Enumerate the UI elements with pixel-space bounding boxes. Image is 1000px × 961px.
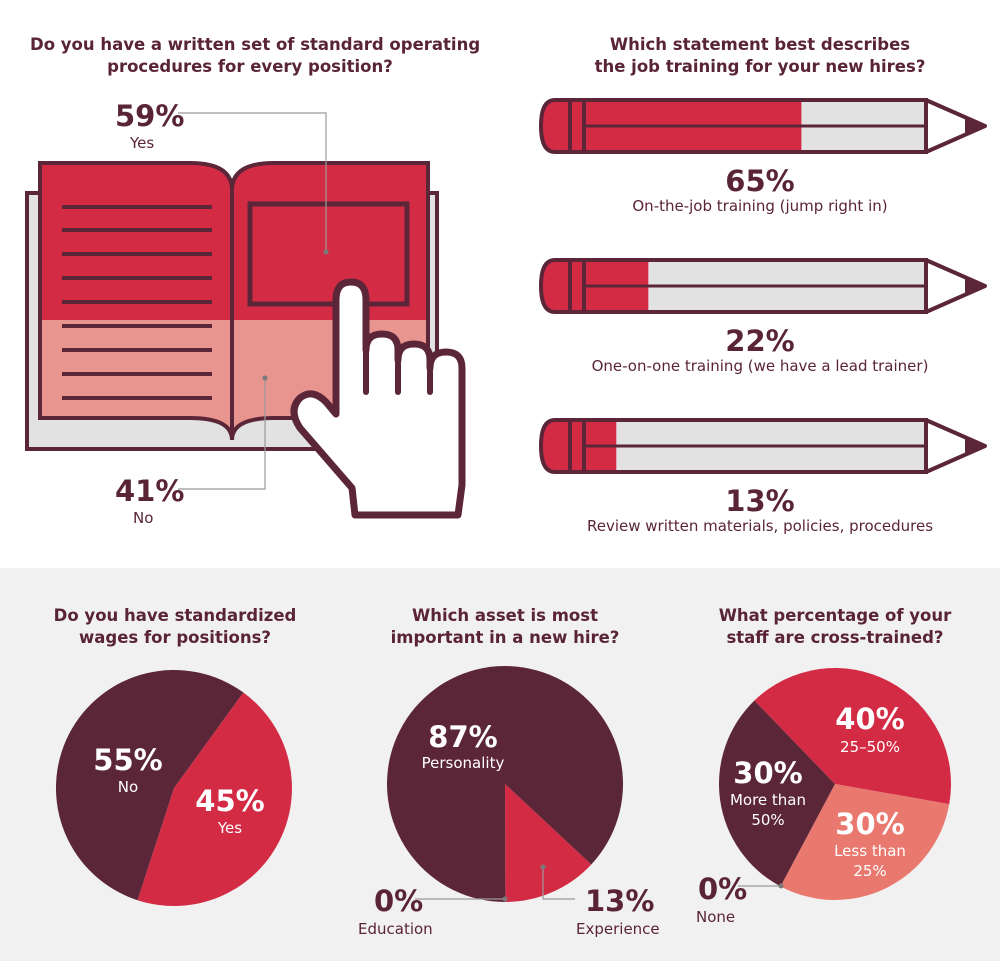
training-item-3-label: Review written materials, policies, proc… — [586, 517, 934, 535]
training-item-2-label: One-on-one training (we have a lead trai… — [591, 357, 929, 375]
cross-b-label-line1: More than — [729, 791, 807, 809]
asset-personality-label: Personality — [421, 754, 505, 772]
cross-d-label: None — [696, 908, 736, 926]
pencil-outline — [538, 418, 928, 474]
pencil-eraser — [541, 260, 570, 312]
sop-no-marker — [262, 375, 268, 381]
pie-asset — [387, 666, 624, 903]
training-question-line1: Which statement best describes — [609, 35, 911, 54]
pointing-hand-icon — [290, 278, 466, 519]
pie-slice-experience — [505, 784, 592, 902]
training-item-2-pct: 22% — [725, 324, 795, 358]
sop-question-line1: Do you have a written set of standard op… — [30, 35, 481, 54]
pie-slice-personality — [387, 666, 624, 903]
cross-d-pct: 0% — [698, 872, 748, 906]
wages-yes-label: Yes — [217, 819, 243, 837]
training-item-1-label: On-the-job training (jump right in) — [632, 197, 888, 215]
asset-education-marker — [502, 896, 508, 902]
cross-question-line1: What percentage of your — [718, 606, 952, 625]
wages-question-line1: Do you have standardized — [53, 606, 297, 625]
wages-yes-pct: 45% — [195, 784, 265, 818]
pie-slice-25-50 — [754, 668, 952, 805]
training-item-3-pct: 13% — [725, 484, 795, 518]
pencil-lead — [965, 437, 985, 455]
sop-yes-pct: 59% — [115, 99, 185, 133]
sop-question: Do you have a written set of standard op… — [30, 34, 481, 78]
pie-slice-less-25 — [780, 784, 950, 900]
sop-no-pct: 41% — [115, 474, 185, 508]
cross-none-marker — [778, 883, 784, 889]
asset-question-line1: Which asset is most — [412, 606, 598, 625]
wages-question: Do you have standardized wages for posit… — [40, 605, 310, 649]
pencil-eraser — [541, 100, 570, 152]
sop-no-label: No — [133, 509, 154, 527]
cross-question-line2: staff are cross-trained? — [726, 628, 944, 647]
asset-education-pct: 0% — [374, 884, 424, 918]
cross-c-label-line2: 25% — [853, 862, 887, 880]
sop-callout-lines — [178, 112, 327, 490]
cross-c-label-line1: Less than — [834, 842, 906, 860]
wages-no-label: No — [117, 778, 139, 796]
training-item-1-pct: 65% — [725, 164, 795, 198]
training-question: Which statement best describes the job t… — [560, 34, 960, 78]
asset-question: Which asset is most important in a new h… — [370, 605, 640, 649]
cross-a-label: 25–50% — [840, 738, 900, 756]
pencil-bar-1 — [538, 98, 987, 154]
pie-slice-no — [55, 669, 244, 901]
pencil-lead — [965, 277, 985, 295]
asset-personality-pct: 87% — [428, 720, 498, 754]
pencil-outline — [538, 98, 928, 154]
asset-education-label: Education — [358, 920, 433, 938]
pie-cross-trained — [719, 668, 952, 900]
pencil-eraser — [541, 420, 570, 472]
asset-callout-lines — [415, 867, 575, 900]
wages-no-pct: 55% — [93, 743, 163, 777]
cross-b-label-line2: 50% — [751, 811, 785, 829]
cross-question: What percentage of your staff are cross-… — [700, 605, 970, 649]
pie-slice-yes — [137, 692, 292, 906]
asset-experience-marker — [540, 864, 546, 870]
wages-question-line2: wages for positions? — [79, 628, 271, 647]
pencil-bar-2 — [538, 258, 987, 314]
asset-question-line2: important in a new hire? — [390, 628, 620, 647]
pie-wages — [55, 669, 292, 906]
cross-a-pct: 40% — [835, 702, 905, 736]
asset-experience-label: Experience — [576, 920, 660, 938]
pie-slice-more-50 — [719, 700, 835, 887]
sop-yes-label: Yes — [130, 134, 155, 152]
training-question-line2: the job training for your new hires? — [594, 57, 926, 76]
sop-yes-marker — [323, 249, 329, 255]
cross-b-pct: 30% — [733, 756, 803, 790]
pencil-lead — [965, 117, 985, 135]
pencil-bar-3 — [538, 418, 987, 474]
training-bars — [538, 98, 987, 474]
sop-question-line2: procedures for every position? — [107, 57, 393, 76]
pencil-outline — [538, 258, 928, 314]
cross-c-pct: 30% — [835, 807, 905, 841]
asset-experience-pct: 13% — [585, 884, 655, 918]
